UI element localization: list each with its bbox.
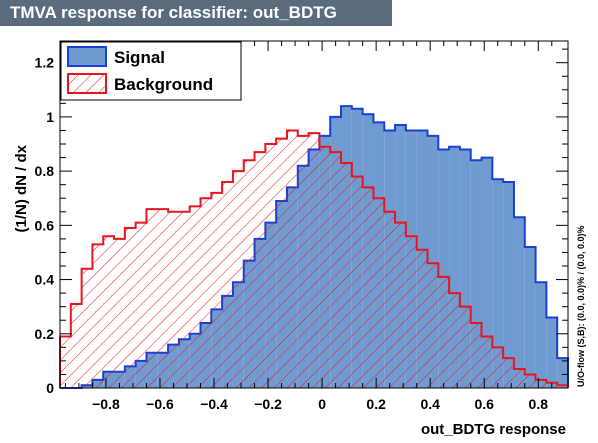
y-tick-label: 1 (46, 109, 54, 125)
background-bar (513, 369, 525, 388)
background-bar (124, 228, 136, 388)
background-bar (535, 379, 547, 388)
background-bar (481, 336, 493, 388)
x-tick-label: −0.8 (92, 396, 120, 412)
background-bar (146, 209, 158, 388)
background-bar (265, 144, 277, 388)
overflow-note: U/O-flow (S,B): (0.0, 0.0)% / (0.0, 0.0)… (576, 225, 586, 387)
chart-title: TMVA response for classifier: out_BDTG (10, 3, 337, 22)
x-axis-title: out_BDTG response (421, 421, 566, 438)
x-tick-label: 0.2 (366, 396, 386, 412)
background-bar (524, 374, 536, 388)
signal-bar (535, 282, 547, 388)
legend: Signal Background (60, 41, 242, 101)
background-bar (103, 236, 115, 388)
background-bar (200, 198, 212, 388)
background-bar (405, 236, 417, 388)
background-bar (92, 244, 104, 388)
title-box: TMVA response for classifier: out_BDTG (0, 0, 392, 26)
background-bar (135, 222, 147, 388)
signal-bar (524, 247, 536, 388)
signal-bar (427, 135, 439, 388)
background-bar (416, 249, 428, 388)
background-bar (232, 171, 244, 388)
signal-bar (470, 160, 482, 388)
y-tick-label: 0.8 (35, 163, 55, 179)
background-bar (286, 130, 298, 388)
legend-label-background: Background (114, 75, 213, 94)
y-tick-label: 1.2 (35, 55, 55, 71)
background-bar (60, 336, 71, 388)
background-bar (243, 160, 255, 388)
y-tick-label: 0.4 (35, 272, 55, 288)
x-tick-label: −0.2 (254, 396, 282, 412)
legend-swatch-background (67, 73, 107, 94)
background-bar (341, 162, 352, 388)
background-bar (189, 206, 201, 388)
background-bar (70, 303, 82, 388)
background-bar (351, 176, 363, 388)
signal-bar (513, 217, 525, 388)
background-bar (297, 135, 309, 388)
signal-bar (481, 157, 493, 388)
background-outline (59, 129, 569, 388)
y-tick-label: 0 (46, 380, 54, 396)
background-bar (557, 385, 568, 388)
signal-bar (492, 179, 504, 388)
background-series (59, 129, 569, 388)
background-bar (395, 222, 406, 388)
background-bar (330, 152, 342, 388)
background-bar (384, 211, 396, 388)
background-bar (222, 181, 233, 388)
background-bar (168, 211, 179, 388)
y-axis-title: (1/N) dN / dx (13, 144, 30, 232)
signal-bar (546, 317, 558, 388)
background-bar (449, 293, 460, 388)
background-bar (438, 276, 450, 388)
background-bar (319, 146, 331, 388)
background-bar (254, 152, 266, 388)
background-bar (362, 187, 374, 388)
background-bar (459, 306, 471, 388)
background-bar (308, 133, 320, 388)
background-bar (157, 209, 169, 388)
background-bar (492, 347, 504, 388)
background-bar (178, 211, 190, 388)
signal-bar (449, 146, 460, 388)
background-bar (81, 268, 93, 388)
background-bar (114, 238, 125, 388)
legend-swatch-signal (67, 46, 107, 67)
background-bar (276, 138, 287, 388)
axes: −0.8 −0.6 −0.4 −0.2 0 0.2 0.4 0.6 0.8 0 0.2 0.4 0.6 0… (35, 40, 569, 412)
x-tick-label: 0 (318, 396, 326, 412)
x-tick-label: −0.4 (200, 396, 228, 412)
signal-bar (459, 149, 471, 388)
background-bar (373, 198, 385, 388)
background-bar (503, 358, 514, 388)
x-tick-label: −0.6 (146, 396, 174, 412)
background-bar (211, 192, 223, 388)
signal-bar (503, 181, 514, 388)
plot-frame (59, 40, 569, 389)
x-tick-label: 0.6 (474, 396, 494, 412)
legend-label-signal: Signal (114, 48, 165, 67)
signal-bar (557, 358, 568, 388)
signal-bar (438, 149, 450, 388)
background-bar (427, 263, 439, 388)
x-tick-label: 0.4 (420, 396, 440, 412)
y-tick-label: 0.6 (35, 217, 55, 233)
background-bar (470, 322, 482, 388)
x-tick-label: 0.8 (529, 396, 549, 412)
y-tick-label: 0.2 (35, 326, 55, 342)
